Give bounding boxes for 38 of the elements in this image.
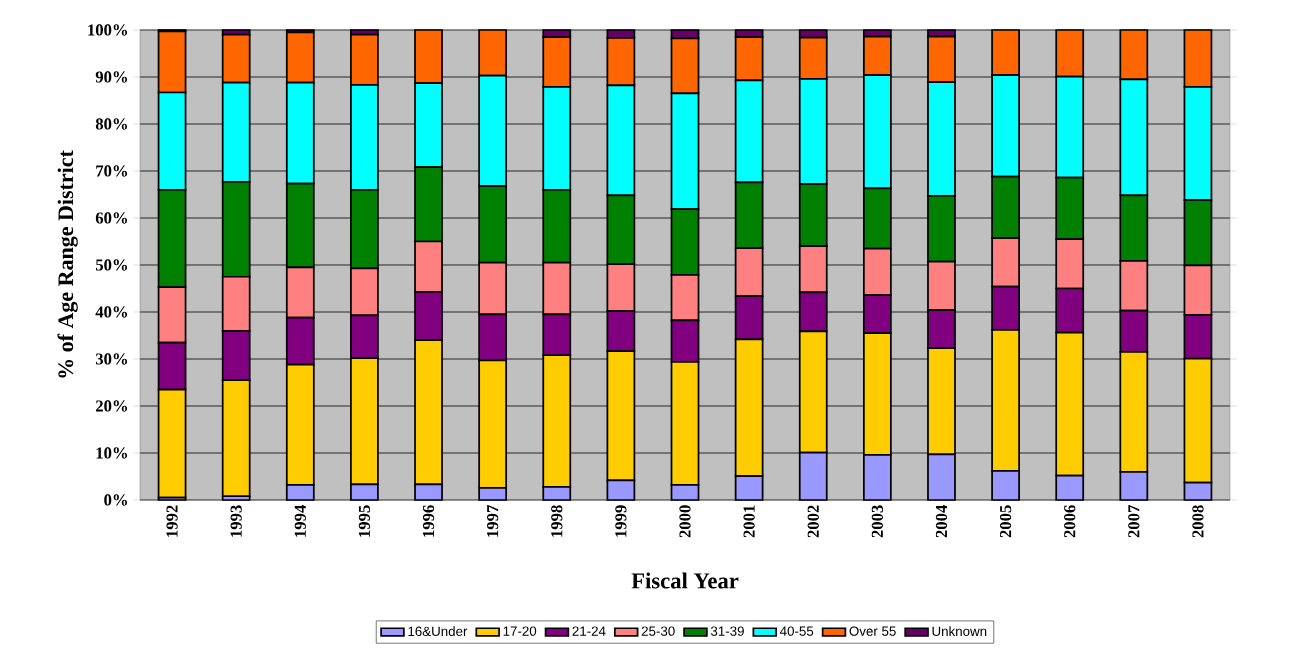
x-tick-label: 1992 bbox=[166, 505, 178, 537]
x-tick-label: 2006 bbox=[1064, 505, 1076, 538]
legend-label: 31-39 bbox=[710, 626, 744, 636]
legend-label: 17-20 bbox=[503, 626, 537, 636]
legend-label: 40-55 bbox=[779, 626, 814, 636]
y-tick-label: 100% bbox=[88, 24, 128, 36]
legend-label: Over 55 bbox=[849, 626, 896, 636]
y-tick-label: 70% bbox=[96, 165, 128, 177]
x-tick-label: 2004 bbox=[935, 505, 948, 538]
legend-label: Unknown bbox=[932, 626, 987, 637]
x-tick-label: 1999 bbox=[615, 505, 627, 537]
x-tick-label: 2000 bbox=[679, 505, 691, 538]
x-tick-label: 1995 bbox=[358, 505, 371, 537]
x-tick-label: 1996 bbox=[422, 505, 435, 537]
x-tick-label: 1998 bbox=[551, 505, 563, 537]
x-tick-label: 1994 bbox=[294, 505, 306, 537]
x-tick-label: 2001 bbox=[743, 505, 755, 538]
x-axis-title: Fiscal Year bbox=[631, 572, 739, 589]
y-tick-label: 90% bbox=[95, 71, 128, 83]
y-tick-label: 0% bbox=[104, 494, 128, 506]
x-tick-label: 1993 bbox=[230, 505, 242, 537]
y-axis-title: % of Age Range District bbox=[57, 150, 78, 378]
x-tick-label: 2005 bbox=[999, 505, 1012, 538]
y-tick-label: 20% bbox=[95, 400, 128, 412]
y-tick-label: 10% bbox=[96, 447, 128, 459]
y-tick-label: 40% bbox=[95, 306, 128, 318]
x-tick-label: 2008 bbox=[1192, 505, 1204, 538]
y-tick-label: 80% bbox=[95, 118, 128, 130]
legend-label: 21-24 bbox=[572, 626, 606, 636]
x-tick-label: 2002 bbox=[807, 505, 819, 538]
x-tick-label: 1997 bbox=[487, 505, 499, 537]
legend-label: 25-30 bbox=[641, 626, 675, 636]
y-tick-label: 30% bbox=[95, 353, 128, 365]
y-tick-label: 60% bbox=[95, 212, 128, 224]
x-tick-label: 2003 bbox=[871, 505, 883, 538]
y-tick-label: 50% bbox=[95, 259, 128, 271]
legend-label: 16&Under bbox=[408, 626, 468, 637]
x-tick-label: 2007 bbox=[1128, 505, 1140, 538]
